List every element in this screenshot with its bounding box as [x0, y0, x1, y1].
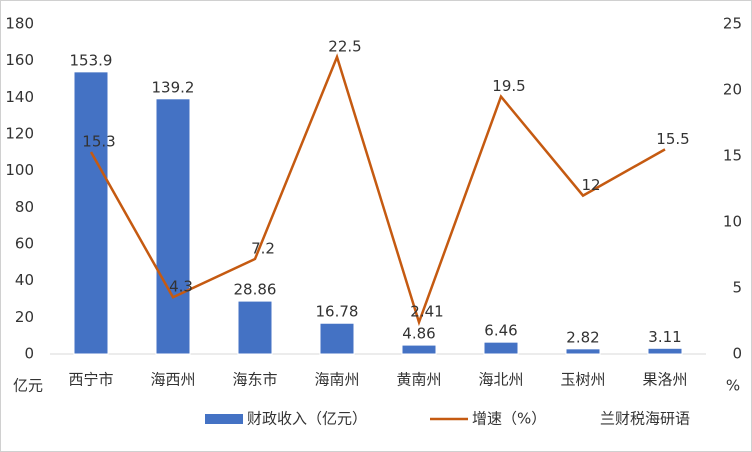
line-value-label: 7.2: [251, 239, 275, 257]
y-tick-label: 100: [5, 161, 34, 179]
watermark: 兰财税海研语: [600, 410, 690, 428]
x-tick-label: 海东市: [232, 371, 277, 389]
y-tick-label: 40: [15, 271, 34, 289]
bar: [401, 344, 437, 355]
line-value-label: 19.5: [492, 77, 525, 95]
x-tick-label: 海西州: [150, 371, 195, 389]
y-tick-label: 80: [15, 198, 34, 216]
bar-value-label: 28.86: [234, 281, 277, 299]
y-tick-label: 20: [15, 308, 34, 326]
line-value-label: 22.5: [328, 38, 361, 56]
x-tick-label: 海南州: [314, 371, 359, 389]
y2-tick-label: 0: [732, 345, 742, 363]
line-value-label: 15.3: [82, 133, 115, 151]
y-tick-label: 0: [24, 345, 34, 363]
bar: [237, 300, 273, 355]
bar-value-label: 153.9: [70, 51, 113, 69]
y2-tick-label: 5: [732, 279, 742, 297]
bar: [319, 322, 355, 355]
y2-tick-label: 25: [723, 15, 742, 33]
bar: [483, 341, 519, 355]
y-tick-label: 180: [5, 15, 34, 33]
bar: [565, 348, 601, 355]
bar-value-label: 4.86: [402, 325, 435, 343]
x-tick-label: 果洛州: [642, 371, 687, 389]
bar-value-label: 16.78: [316, 303, 359, 321]
bar-value-label: 6.46: [484, 322, 517, 340]
x-tick-label: 黄南州: [396, 371, 441, 389]
bar: [647, 347, 683, 355]
y2-axis-title: %: [726, 377, 740, 395]
legend-swatch: [205, 414, 243, 424]
x-tick-label: 海北州: [478, 371, 523, 389]
x-tick-label: 西宁市: [68, 371, 113, 389]
y-tick-label: 140: [5, 88, 34, 106]
y-tick-label: 160: [5, 51, 34, 69]
y2-tick-label: 15: [723, 147, 742, 165]
y2-tick-label: 20: [723, 81, 742, 99]
bar: [155, 98, 191, 355]
line-value-label: 12: [581, 176, 600, 194]
y-axis-title: 亿元: [13, 377, 43, 395]
y2-tick-label: 10: [723, 213, 742, 231]
bar-value-label: 139.2: [152, 78, 195, 96]
line-value-label: 4.3: [169, 278, 193, 296]
line-value-label: 2.41: [410, 303, 443, 321]
y-tick-label: 60: [15, 235, 34, 253]
bar: [73, 71, 109, 355]
legend-label: 增速（%）: [472, 410, 546, 428]
line-value-label: 15.5: [656, 130, 689, 148]
bar-value-label: 3.11: [648, 328, 681, 346]
y-tick-label: 120: [5, 125, 34, 143]
bar-value-label: 2.82: [566, 328, 599, 346]
line-series: [89, 53, 666, 327]
legend-label: 财政收入（亿元）: [247, 410, 367, 428]
x-tick-label: 玉树州: [560, 371, 605, 389]
